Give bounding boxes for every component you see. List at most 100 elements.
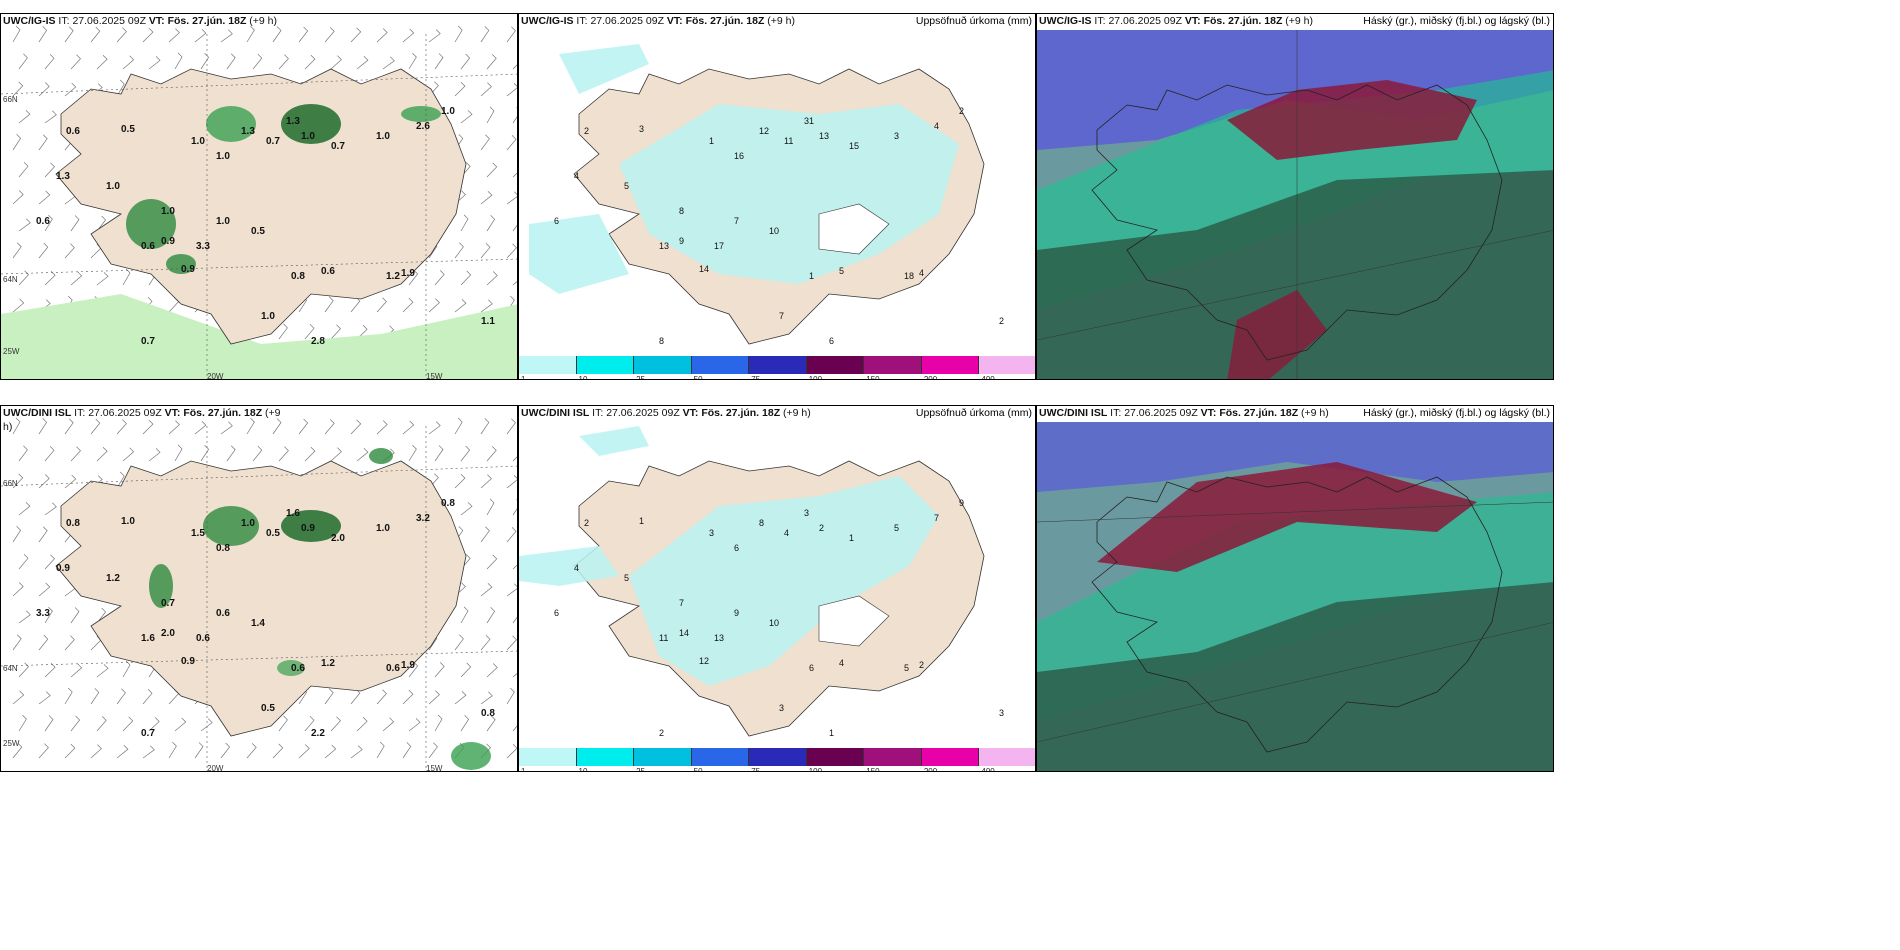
precip-value: 5	[624, 181, 629, 191]
wind-barb	[142, 745, 155, 759]
wind-barb	[298, 26, 309, 43]
wind-barb	[12, 473, 24, 489]
colorbar-tick: 150	[866, 375, 880, 380]
wind-barb	[12, 417, 21, 435]
colorbar-tick: 200	[923, 767, 938, 772]
precip-values: 0.8 1.01.50.91.23.30.70.61.41.60.90.62.01…	[36, 498, 495, 739]
wind-barb	[70, 715, 81, 732]
precip-value: 4	[784, 528, 789, 538]
precip-value: 6	[809, 663, 814, 673]
colorbar-tick: 1	[521, 375, 526, 380]
wind-barb	[480, 635, 491, 651]
wind-barb	[460, 715, 470, 732]
wind-barb	[12, 634, 22, 651]
wind-barb	[506, 744, 517, 759]
precip-value: 4	[839, 658, 844, 668]
wind-barb	[330, 324, 341, 340]
wind-barb	[454, 298, 467, 313]
wind-barb	[70, 607, 80, 624]
cloud-red	[1227, 80, 1477, 160]
green-cells	[149, 448, 491, 770]
wind-barb	[64, 687, 73, 705]
wind-barb	[96, 607, 107, 624]
wind-barb	[454, 417, 463, 435]
wind-barb	[90, 744, 102, 759]
precip-value: 0.5	[251, 226, 265, 237]
wind-barb	[480, 418, 490, 435]
wind-barb	[44, 663, 56, 678]
wind-barb	[18, 218, 31, 232]
precip-value: 8	[659, 336, 664, 346]
precip-value: 3	[709, 528, 714, 538]
precip-value: 2.6	[416, 121, 430, 132]
colorbar-segment: 200	[921, 356, 980, 379]
wind-barb	[278, 446, 289, 462]
wind-barb	[70, 54, 81, 70]
precip-value: 1	[639, 516, 644, 526]
wind-barb	[486, 106, 495, 124]
precip-value: 0.7	[266, 136, 280, 147]
wind-barb	[408, 444, 417, 462]
colorbar-tick: 200	[923, 375, 938, 380]
wind-barb	[246, 743, 257, 759]
precip-value: 2	[919, 660, 924, 670]
precip-value: 1.3	[241, 126, 255, 137]
wind-barb	[408, 661, 419, 678]
precip-value: 12	[759, 126, 769, 136]
wind-barb	[226, 445, 236, 462]
wind-barb	[18, 554, 29, 570]
precip-value: 0.9	[301, 523, 315, 534]
wind-barb	[506, 583, 517, 597]
wind-barb	[122, 716, 134, 732]
colorbar-tick: 150	[866, 767, 880, 772]
wind-barb	[428, 742, 438, 759]
precip-value: 10	[769, 618, 779, 628]
wind-barb	[90, 688, 100, 705]
wind-barb	[402, 420, 415, 435]
wind-barb	[38, 82, 50, 97]
island-outline	[1091, 476, 1503, 753]
wind-barb	[454, 690, 467, 705]
precip-value: 1.4	[251, 618, 265, 629]
wind-barb	[304, 54, 316, 70]
colorbar-segment: 75	[749, 356, 807, 379]
colorbar-tick: 10	[578, 375, 588, 380]
precip-value: 3	[999, 708, 1004, 718]
wind-barb	[486, 446, 497, 462]
colorbar: 1 10 25 50 75 100 150 200 400	[519, 748, 1035, 772]
wind-barb	[480, 474, 492, 489]
precip-value: 1.2	[386, 271, 400, 282]
wind-barb	[64, 474, 77, 489]
wind-barb	[122, 55, 135, 70]
wind-barb	[454, 242, 464, 259]
precip-value: 5	[904, 663, 909, 673]
precip-value: 3	[779, 703, 784, 713]
wind-barb	[454, 634, 464, 651]
precip-value: 1.0	[261, 311, 275, 322]
precip-area	[579, 426, 649, 456]
precip-value: 2	[819, 523, 824, 533]
wind-barb	[44, 554, 55, 570]
wind-barb	[480, 82, 492, 97]
wind-barb	[486, 215, 496, 232]
precip-value: 11	[659, 633, 668, 643]
wind-barb	[298, 744, 310, 759]
wind-barb	[428, 29, 441, 43]
wind-barb	[350, 419, 362, 435]
precip-values: 0.6 0.51.01.31.00.61.01.00.50.60.93.30.91…	[36, 106, 495, 347]
wind-barb	[96, 55, 108, 70]
wind-barb	[116, 27, 127, 43]
precip-value: 0.8	[291, 271, 305, 282]
wind-barb	[356, 55, 369, 70]
wind-barb	[480, 582, 493, 597]
panel-subtitle: Uppsöfnuð úrkoma (mm)	[915, 407, 1032, 419]
precip-value: 1	[829, 728, 834, 738]
wind-barb	[506, 635, 517, 651]
wind-barb	[220, 742, 231, 759]
wind-barb	[70, 271, 83, 286]
precip-value: 0.9	[56, 563, 70, 574]
precip-value: 1.0	[216, 216, 230, 227]
wind-barb	[486, 54, 497, 70]
precip-value: 2	[999, 316, 1004, 326]
